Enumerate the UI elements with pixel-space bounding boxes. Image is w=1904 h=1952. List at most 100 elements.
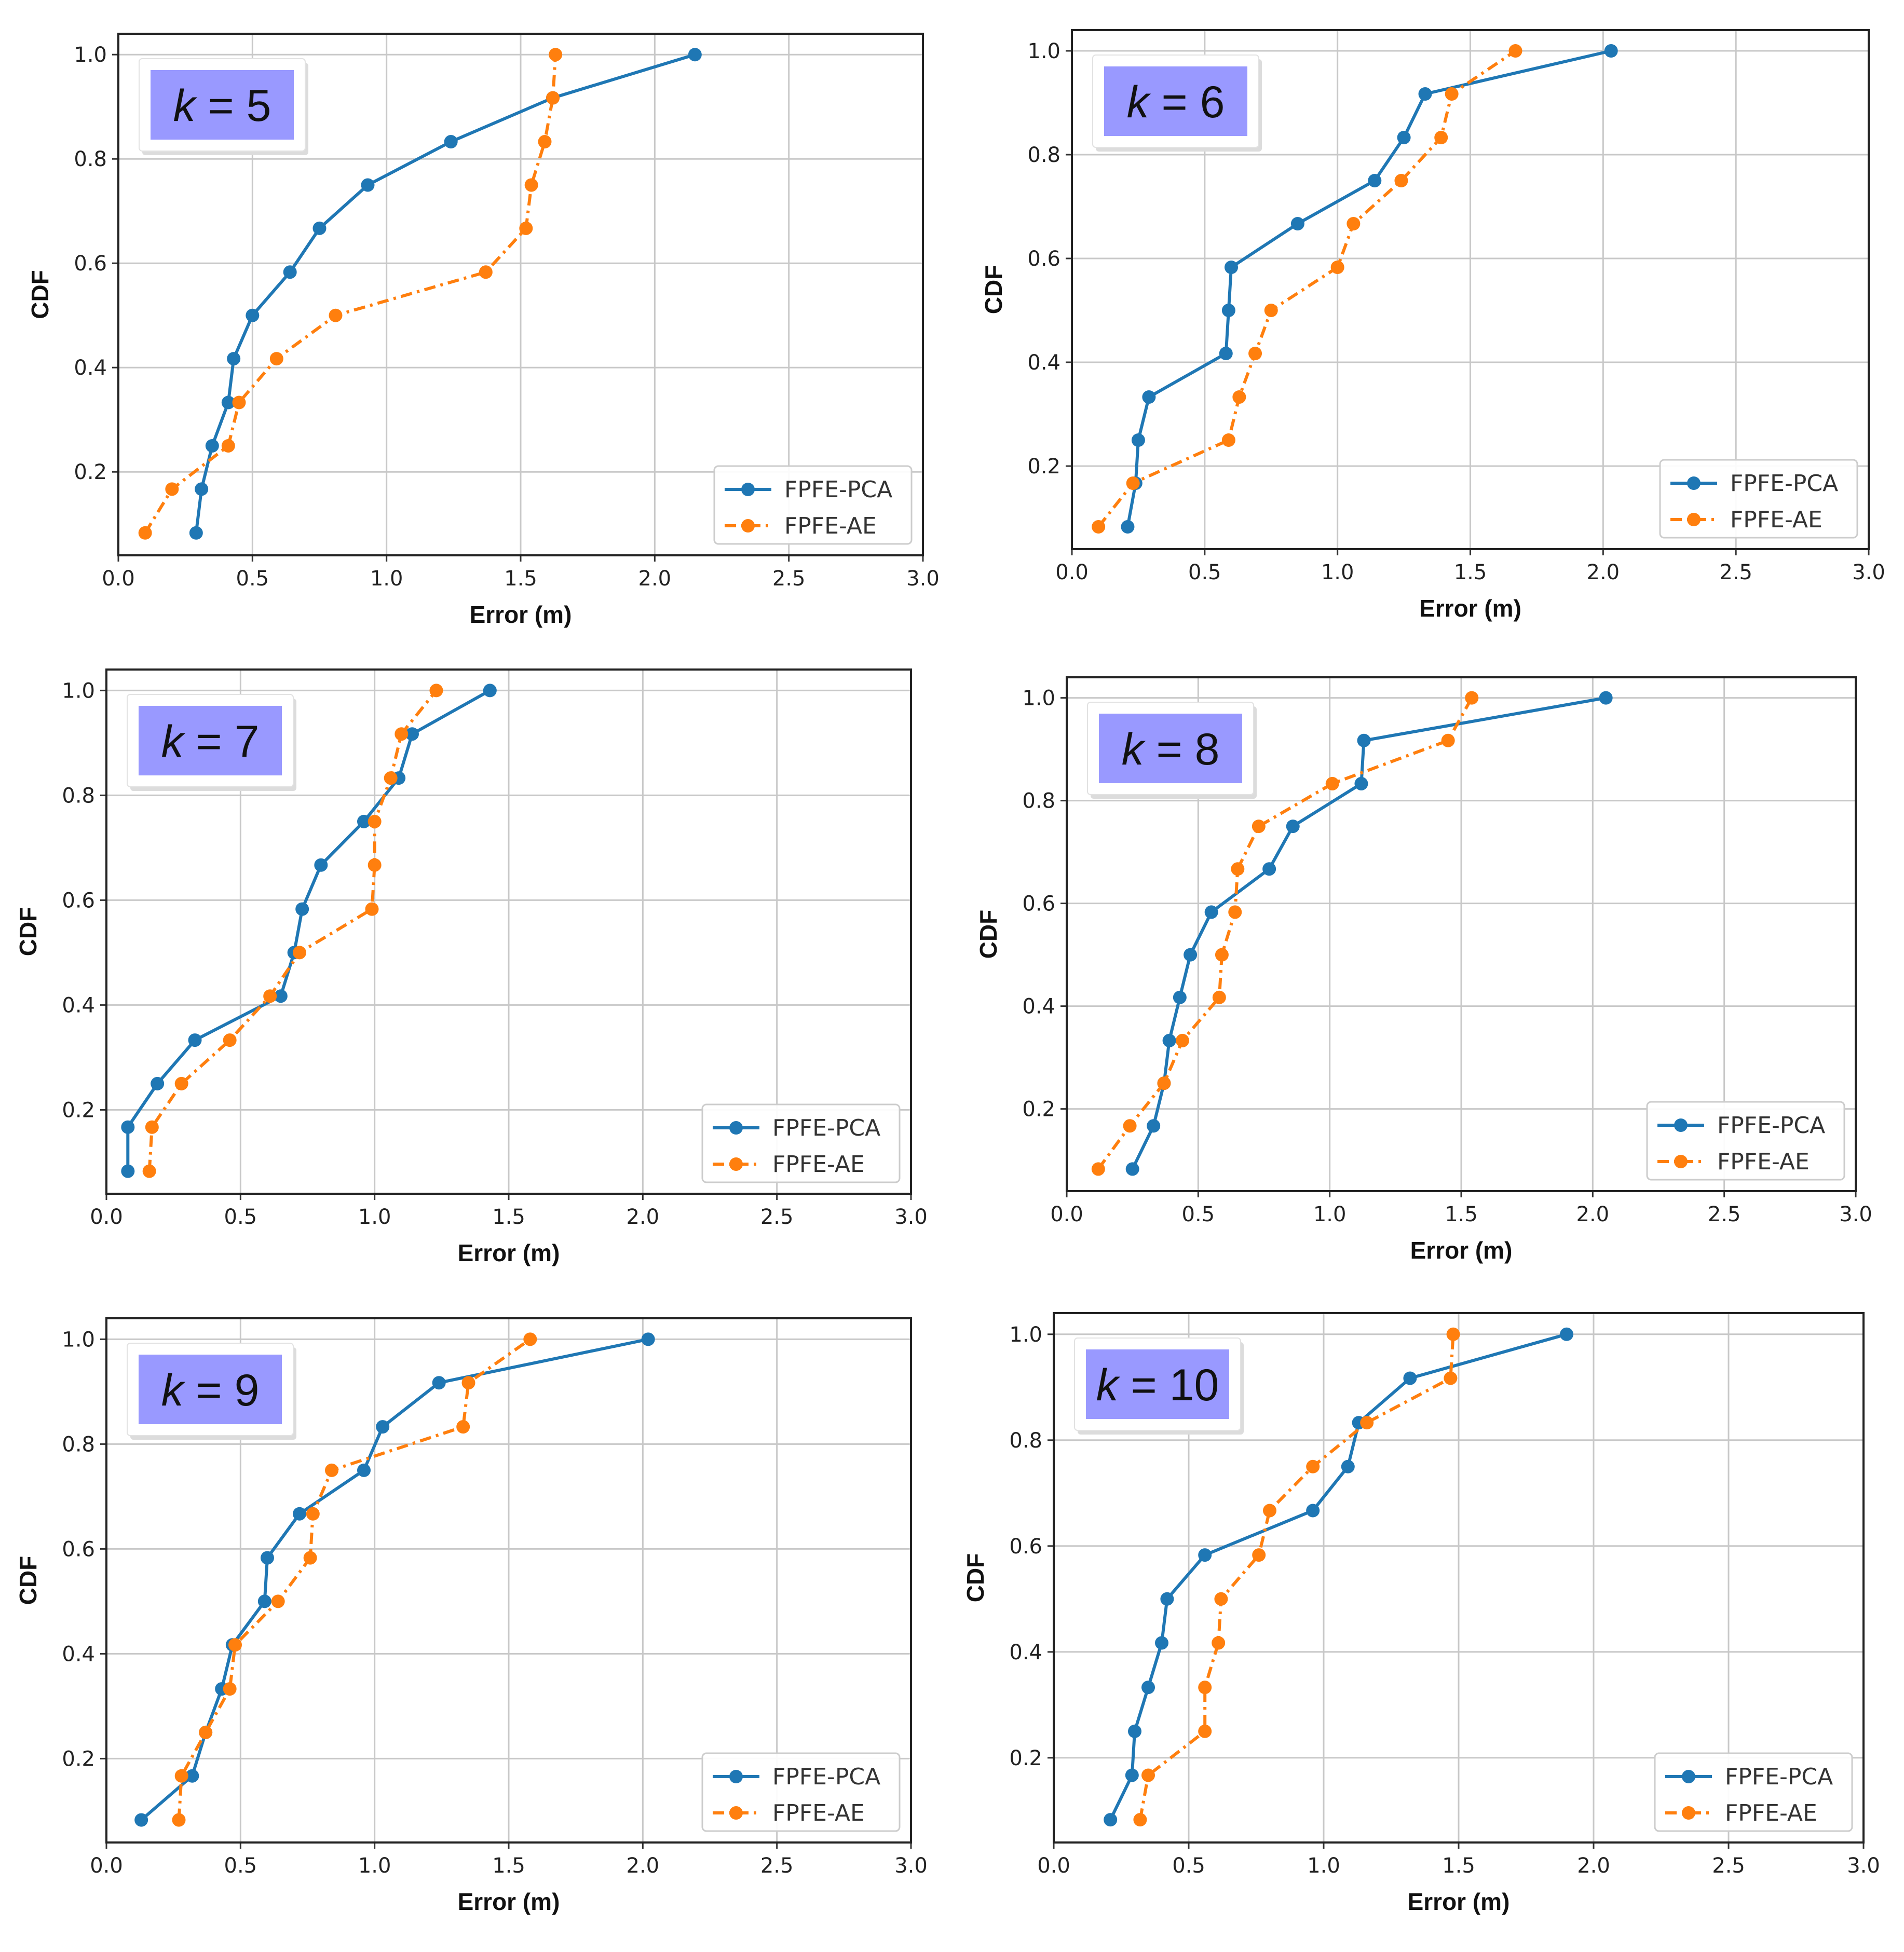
data-point: [1252, 820, 1266, 834]
data-point: [1286, 820, 1300, 834]
k-value: = 6: [1149, 77, 1225, 127]
x-tick-label: 2.5: [760, 1205, 794, 1229]
data-point: [329, 308, 343, 322]
data-point: [1091, 1162, 1105, 1176]
k-symbol: k: [173, 81, 198, 131]
data-point: [205, 439, 219, 453]
k-value: = 5: [196, 81, 271, 131]
k-label: k = 6: [1127, 77, 1225, 127]
data-point: [1262, 862, 1276, 876]
data-point: [246, 308, 260, 322]
data-point: [1263, 1504, 1276, 1518]
y-axis-label: CDF: [15, 907, 42, 957]
y-tick-label: 0.2: [1022, 1098, 1055, 1122]
data-point: [195, 482, 209, 496]
legend-marker: [1682, 1770, 1695, 1783]
data-point: [223, 1682, 237, 1696]
axes-frame: [1066, 676, 1857, 1192]
data-point: [303, 1551, 317, 1565]
y-tick-label: 1.0: [1009, 1323, 1042, 1347]
data-point: [1162, 1033, 1176, 1047]
data-point: [1264, 304, 1278, 317]
x-axis-label: Error (m): [470, 601, 572, 628]
y-axis-label: CDF: [26, 270, 53, 319]
x-tick-label: 1.5: [1445, 1203, 1478, 1226]
x-tick-label: 3.0: [1852, 561, 1885, 584]
series-fpfe-ae: [1092, 44, 1522, 534]
data-point: [1394, 174, 1408, 187]
legend-box: [701, 1752, 901, 1832]
k-label: k = 10: [1096, 1360, 1219, 1410]
axes-frame: [1071, 29, 1870, 550]
y-tick-label: 0.6: [62, 889, 95, 912]
data-point: [227, 352, 241, 366]
data-point: [444, 135, 458, 149]
data-point: [395, 727, 409, 741]
y-tick-label: 0.6: [74, 252, 107, 276]
series-fpfe-ae: [1133, 1327, 1460, 1827]
data-point: [142, 1164, 156, 1178]
series-fpfe-ae: [172, 1332, 537, 1827]
axes-frame: [105, 668, 912, 1195]
data-point: [1141, 1768, 1155, 1782]
x-tick-label: 0.5: [1172, 1854, 1205, 1878]
legend-marker: [741, 519, 755, 533]
legend-marker: [1687, 513, 1701, 526]
data-point: [1441, 733, 1455, 747]
data-point: [1347, 217, 1361, 230]
k-label-box: [1099, 714, 1242, 783]
y-tick-label: 0.2: [62, 1098, 95, 1122]
data-point: [1125, 1768, 1139, 1782]
data-point: [165, 482, 179, 496]
x-axis-label: Error (m): [1410, 1237, 1513, 1264]
x-tick-label: 3.0: [1847, 1854, 1880, 1878]
data-point: [1232, 390, 1246, 404]
y-tick-label: 0.6: [1027, 247, 1060, 271]
data-point: [524, 178, 538, 192]
data-point: [361, 178, 375, 192]
series-line: [1097, 697, 1473, 1170]
x-tick-label: 0.0: [1055, 561, 1089, 584]
cdf-panel-6: 0.0 0.5 1.0 1.5 2.0 2.5 3.0 0.2 0.4 0.6 0.8 1.0 Erro…: [962, 1312, 1880, 1915]
legend: FPFE-PCA FPFE-AE: [713, 465, 913, 545]
x-tick-label: 2.0: [1587, 561, 1620, 584]
y-tick-label: 1.0: [62, 1328, 95, 1352]
data-point: [172, 1813, 186, 1827]
data-point: [1446, 1327, 1460, 1341]
data-point: [523, 1332, 537, 1346]
k-symbol: k: [1096, 1360, 1121, 1410]
data-point: [1131, 433, 1145, 447]
data-point: [1306, 1504, 1320, 1518]
data-point: [1104, 1813, 1118, 1827]
data-point: [174, 1076, 188, 1090]
y-tick-label: 0.8: [74, 147, 107, 171]
series-line: [1131, 696, 1607, 1170]
data-point: [376, 1420, 390, 1434]
x-tick-label: 2.0: [638, 567, 672, 591]
data-point: [1306, 1459, 1320, 1473]
y-tick-label: 1.0: [1027, 39, 1060, 63]
x-tick-label: 1.5: [492, 1854, 525, 1878]
data-point: [357, 1463, 371, 1477]
axes-frame: [1053, 1312, 1865, 1844]
y-tick-label: 0.4: [1027, 351, 1060, 375]
y-tick-label: 0.4: [1022, 995, 1055, 1019]
data-point: [538, 135, 552, 149]
data-point: [1599, 691, 1613, 705]
data-point: [221, 439, 235, 453]
y-tick-label: 0.6: [62, 1537, 95, 1561]
data-point: [293, 946, 306, 960]
k-value: = 8: [1144, 725, 1220, 774]
legend-marker: [729, 1157, 743, 1171]
data-point: [1198, 1681, 1212, 1695]
k-label-box: [139, 706, 282, 775]
data-point: [261, 1551, 274, 1565]
data-point: [461, 1376, 475, 1390]
legend-marker: [1687, 476, 1701, 490]
series-line: [1126, 49, 1612, 527]
data-point: [368, 858, 382, 872]
y-axis-label: CDF: [962, 1553, 989, 1603]
data-point: [1560, 1327, 1573, 1341]
data-point: [1128, 1724, 1141, 1738]
